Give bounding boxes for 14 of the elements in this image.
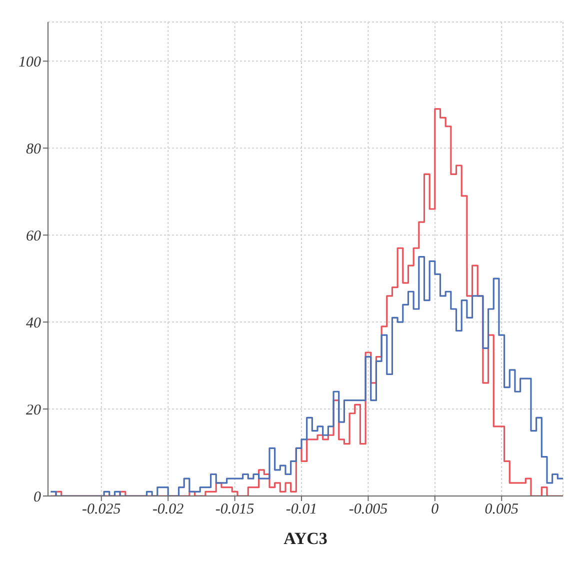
y-tick-label: 20 <box>26 402 42 418</box>
y-tick-label: 60 <box>26 228 42 244</box>
x-tick-label: 0.005 <box>484 502 519 518</box>
x-tick-label: -0.005 <box>348 502 388 518</box>
x-tick-label: -0.02 <box>152 502 184 518</box>
x-tick-label: 0 <box>431 502 440 518</box>
x-axis-title: AYC3 <box>284 529 328 548</box>
y-tick-label: 0 <box>34 489 42 506</box>
y-tick-label: 80 <box>26 141 42 158</box>
x-tick-label: -0.015 <box>215 502 255 518</box>
x-tick-label: -0.025 <box>82 502 122 518</box>
y-tick-label: 40 <box>26 315 42 332</box>
x-tick-label: -0.01 <box>286 502 318 518</box>
y-tick-label: 100 <box>18 54 42 70</box>
